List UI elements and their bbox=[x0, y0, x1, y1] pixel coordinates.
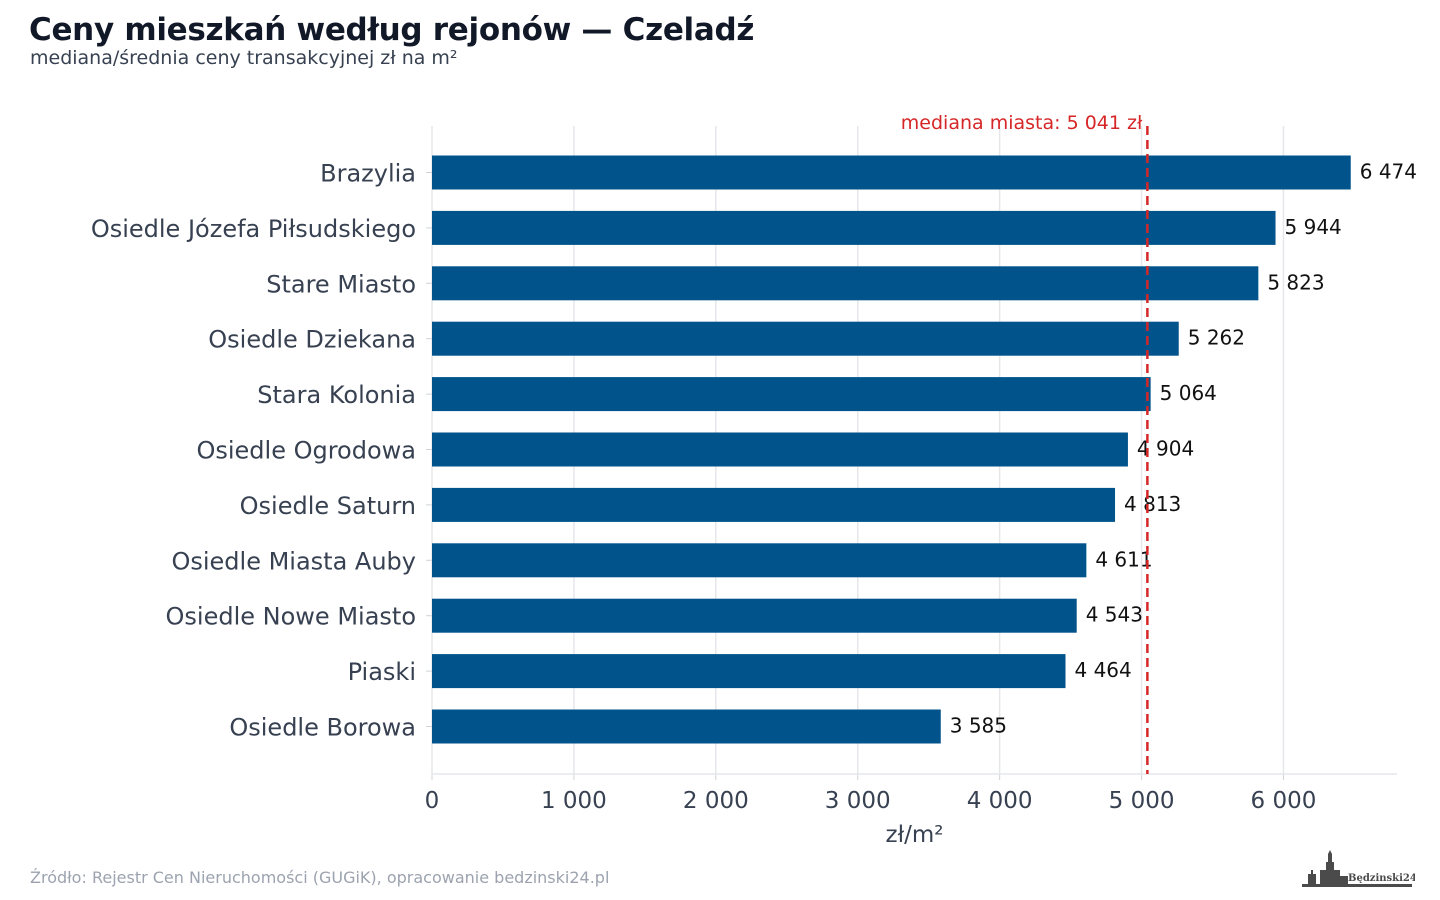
x-axis-ticks: 0 1 000 2 000 3 000 4 000 5 000 6 000 zł/m² bbox=[425, 773, 1397, 848]
chart-title: Ceny mieszkań według rejonów — Czeladź bbox=[29, 12, 755, 48]
category-label: Osiedle Nowe Miasto bbox=[166, 603, 416, 631]
value-label: 4 904 bbox=[1137, 437, 1194, 461]
category-labels: Brazylia Osiedle Józefa Piłsudskiego Stare… bbox=[91, 160, 432, 742]
value-labels: 6 474 5 944 5 823 5 262 5 064 4 904 4 813 4 611… bbox=[950, 160, 1417, 738]
category-label: Osiedle Borowa bbox=[229, 714, 416, 742]
value-label: 4 464 bbox=[1074, 658, 1131, 682]
bar bbox=[432, 432, 1128, 467]
median-reference: mediana miasta: 5 041 zł bbox=[901, 112, 1149, 774]
category-label: Stare Miasto bbox=[266, 270, 416, 298]
source-note: Źródło: Rejestr Cen Nieruchomości (GUGiK… bbox=[30, 868, 610, 887]
x-tick-label: 5 000 bbox=[1109, 788, 1175, 814]
x-tick-label: 3 000 bbox=[825, 788, 891, 814]
bars bbox=[432, 155, 1351, 744]
value-label: 5 944 bbox=[1285, 215, 1342, 239]
bar-chart: 6 474 5 944 5 823 5 262 5 064 4 904 4 813 4 611… bbox=[91, 112, 1417, 848]
bedzinski24-logo-icon: Będzinski24.pl bbox=[1302, 850, 1415, 887]
category-label: Osiedle Dziekana bbox=[208, 326, 416, 354]
x-axis-label: zł/m² bbox=[886, 822, 944, 848]
value-label: 5 262 bbox=[1188, 326, 1245, 350]
x-tick-label: 6 000 bbox=[1251, 788, 1317, 814]
bar bbox=[432, 709, 941, 744]
value-label: 5 064 bbox=[1160, 381, 1217, 405]
category-label: Stara Kolonia bbox=[257, 381, 416, 409]
bar bbox=[432, 487, 1116, 522]
x-tick-label: 0 bbox=[425, 788, 440, 814]
bar bbox=[432, 210, 1276, 245]
value-label: 6 474 bbox=[1360, 160, 1417, 184]
x-tick-label: 4 000 bbox=[967, 788, 1033, 814]
value-label: 5 823 bbox=[1267, 270, 1324, 294]
median-label: mediana miasta: 5 041 zł bbox=[901, 112, 1143, 134]
bar bbox=[432, 543, 1087, 578]
bar bbox=[432, 155, 1351, 190]
svg-text:Będzinski24.pl: Będzinski24.pl bbox=[1348, 873, 1415, 884]
bar bbox=[432, 377, 1151, 412]
category-label: Brazylia bbox=[320, 160, 416, 188]
x-tick-label: 2 000 bbox=[683, 788, 749, 814]
bar bbox=[432, 654, 1066, 689]
category-label: Osiedle Józefa Piłsudskiego bbox=[91, 215, 416, 243]
value-label: 4 543 bbox=[1086, 603, 1143, 627]
chart-subtitle: mediana/średnia ceny transakcyjnej zł na… bbox=[30, 47, 458, 69]
category-label: Osiedle Saturn bbox=[240, 492, 416, 520]
x-tick-label: 1 000 bbox=[541, 788, 607, 814]
bar bbox=[432, 266, 1259, 301]
bar bbox=[432, 598, 1077, 633]
value-label: 4 813 bbox=[1124, 492, 1181, 516]
value-label: 3 585 bbox=[950, 714, 1007, 738]
value-label: 4 611 bbox=[1095, 547, 1152, 571]
category-label: Piaski bbox=[348, 658, 416, 686]
category-label: Osiedle Ogrodowa bbox=[196, 437, 416, 465]
category-label: Osiedle Miasta Auby bbox=[171, 547, 416, 575]
bar bbox=[432, 321, 1179, 356]
